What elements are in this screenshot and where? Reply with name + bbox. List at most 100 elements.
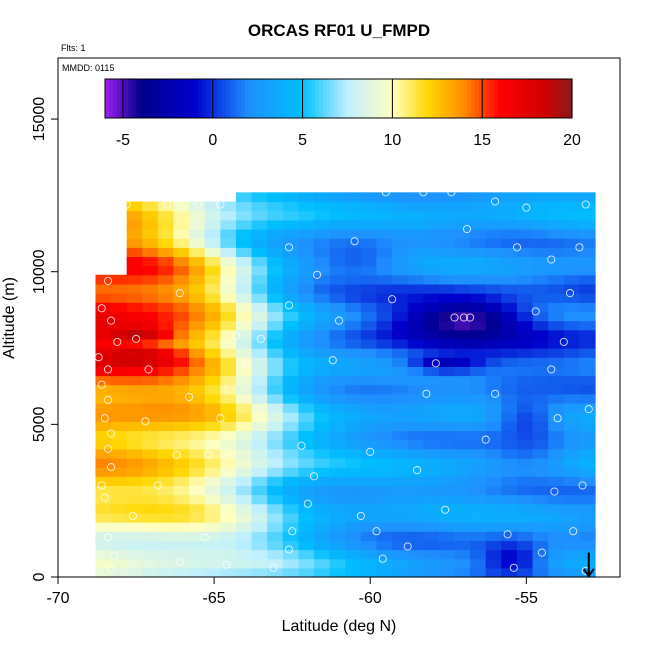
heatmap-cell — [267, 311, 284, 322]
colorbar-segment — [221, 79, 227, 118]
heatmap-cell — [548, 384, 565, 395]
heatmap-cell — [95, 366, 112, 377]
heatmap-cell — [376, 357, 393, 367]
heatmap-cell — [314, 201, 331, 212]
heatmap-cell — [501, 311, 518, 322]
heatmap-cell — [173, 540, 190, 551]
heatmap-cell — [204, 549, 221, 560]
heatmap-cell — [532, 348, 549, 358]
heatmap-cell — [548, 503, 565, 514]
heatmap-cell — [314, 238, 331, 248]
heatmap-cell — [360, 457, 378, 468]
heatmap-cell — [126, 531, 143, 541]
heatmap-cell — [95, 412, 112, 422]
heatmap-cell — [407, 522, 424, 532]
heatmap-cell — [251, 476, 268, 487]
heatmap-cell — [485, 448, 502, 459]
heatmap-cell — [516, 201, 534, 212]
heatmap-cell — [563, 201, 581, 212]
heatmap-cell — [157, 457, 175, 468]
heatmap-cell — [329, 457, 346, 468]
heatmap-cell — [501, 238, 518, 248]
heatmap-cell — [392, 366, 409, 377]
x-tick-label: -55 — [515, 590, 538, 607]
heatmap-cell — [454, 531, 471, 541]
heatmap-cell — [282, 274, 300, 285]
heatmap-cell — [298, 311, 315, 322]
heatmap-cell — [470, 540, 487, 551]
heatmap-cell — [392, 540, 409, 551]
heatmap-cell — [126, 283, 143, 294]
heatmap-cell — [438, 329, 456, 340]
heatmap-cell — [142, 384, 159, 395]
heatmap-cell — [579, 467, 596, 477]
heatmap-cell — [516, 522, 534, 532]
heatmap-cell — [204, 302, 221, 312]
heatmap-cell — [454, 366, 471, 377]
heatmap-cell — [563, 549, 581, 560]
heatmap-cell — [267, 485, 284, 496]
sample-point — [559, 337, 568, 346]
heatmap-cell — [204, 494, 221, 505]
sample-point — [144, 365, 153, 374]
heatmap-cell — [157, 384, 175, 395]
heatmap-cell — [470, 457, 487, 468]
heatmap-cell — [548, 393, 565, 404]
sample-point — [107, 316, 116, 325]
heatmap-cell — [423, 393, 440, 404]
heatmap-cell — [423, 329, 440, 340]
heatmap-cell — [189, 448, 206, 459]
heatmap-cell — [220, 439, 237, 450]
heatmap-cell — [189, 348, 206, 358]
x-tick-label: -60 — [359, 590, 382, 607]
heatmap-cell — [235, 228, 253, 239]
heatmap-cell — [579, 311, 596, 322]
heatmap-cell — [267, 256, 284, 267]
heatmap-cell — [95, 402, 112, 413]
heatmap-cell — [376, 558, 393, 569]
heatmap-cell — [392, 357, 409, 367]
heatmap-cell — [282, 448, 300, 459]
heatmap-cell — [298, 549, 315, 560]
heatmap-cell — [563, 329, 581, 340]
x-axis-label: Latitude (deg N) — [282, 618, 397, 635]
heatmap-cell — [407, 558, 424, 569]
heatmap-cell — [454, 357, 471, 367]
heatmap-cell — [204, 210, 221, 221]
heatmap-cell — [267, 549, 284, 560]
colorbar-segment — [256, 79, 262, 118]
y-tick-label: 5000 — [31, 406, 48, 442]
heatmap-cell — [360, 384, 378, 395]
heatmap-cell — [142, 219, 159, 230]
colorbar-segment — [140, 79, 145, 118]
heatmap-cell — [501, 549, 518, 560]
colorbar-segment — [326, 79, 332, 118]
heatmap-cell — [485, 256, 502, 267]
heatmap-cell — [392, 293, 409, 303]
heatmap-cell — [282, 329, 300, 340]
heatmap-cell — [345, 338, 362, 349]
heatmap-cell — [376, 485, 393, 496]
heatmap-cell — [423, 357, 440, 367]
heatmap-cell — [423, 201, 440, 212]
heatmap-cell — [189, 274, 206, 285]
heatmap-cell — [173, 476, 190, 487]
heatmap-cell — [282, 402, 300, 413]
heatmap-cell — [267, 265, 284, 276]
heatmap-cell — [548, 265, 565, 276]
heatmap-cell — [423, 531, 440, 541]
heatmap-cell — [470, 247, 487, 258]
heatmap-cell — [298, 540, 315, 551]
heatmap-cell — [501, 567, 518, 578]
colorbar-segment — [264, 79, 270, 118]
heatmap-cell — [251, 512, 268, 523]
heatmap-cell — [548, 311, 565, 322]
colorbar-border — [104, 78, 573, 119]
heatmap-cell — [204, 540, 221, 551]
heatmap-cell — [189, 494, 206, 505]
sample-point — [107, 429, 116, 438]
heatmap-cell — [111, 412, 128, 422]
heatmap-cell — [548, 439, 565, 450]
heatmap-cell — [438, 201, 456, 212]
heatmap-cell — [189, 256, 206, 267]
